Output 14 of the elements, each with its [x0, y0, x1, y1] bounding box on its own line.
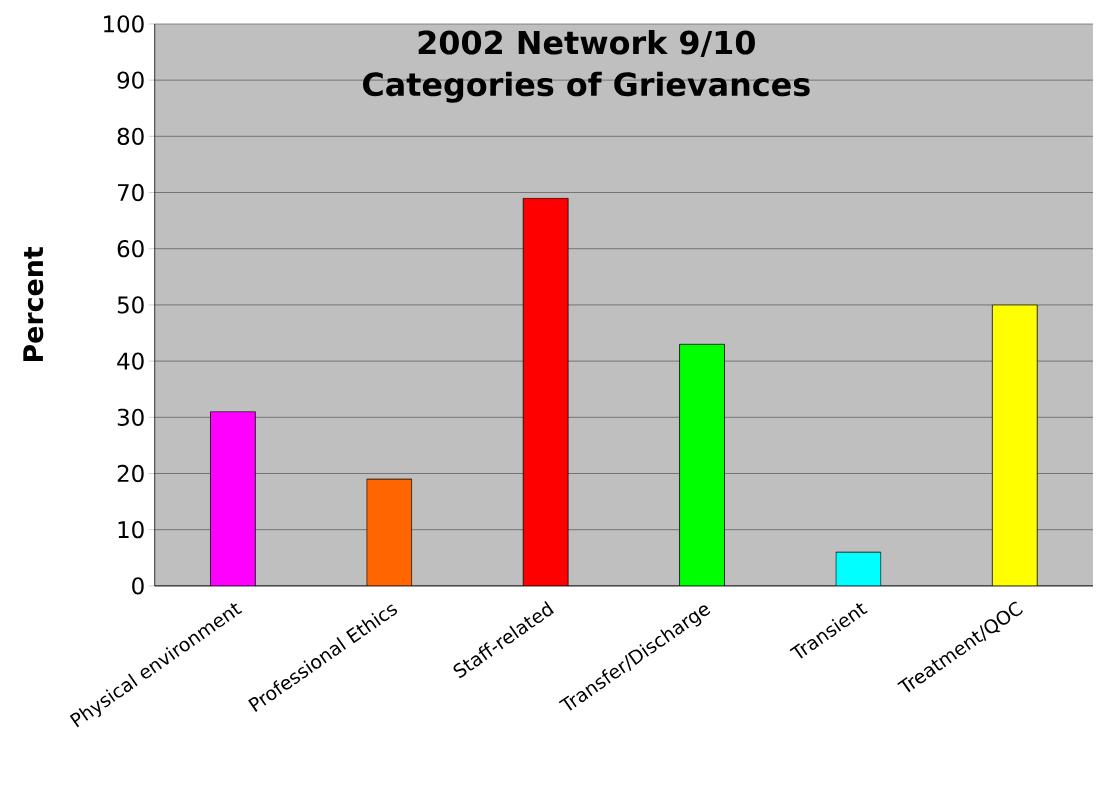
text: Categories of Grievances [363, 71, 810, 103]
chart-title: 2002 Network 9/10 [418, 29, 755, 57]
y-tick-label: 30 [117, 408, 144, 426]
y-tick-label: 60 [117, 239, 144, 258]
y-tick-label: 10 [118, 520, 144, 539]
y-tick-label: 90 [117, 71, 144, 89]
y-tick-label: 0 [132, 577, 144, 595]
y-tick-label: 100 [104, 15, 144, 33]
y-tick-label: 40 [117, 352, 144, 370]
y-tick-label: 80 [117, 127, 144, 145]
y-axis-title: Percent [23, 246, 44, 361]
y-tick-label: 20 [117, 464, 144, 482]
y-tick-label: 70 [117, 183, 144, 201]
y-tick-label: 50 [117, 296, 144, 314]
